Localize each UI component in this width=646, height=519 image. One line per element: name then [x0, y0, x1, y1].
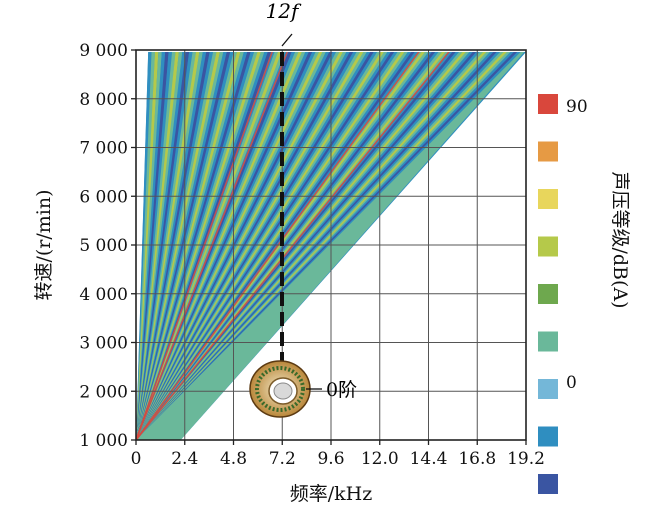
colorbar-max-label: 90 — [566, 97, 588, 117]
colorbar-swatch — [538, 189, 558, 209]
x-axis: 0 2.4 4.8 7.2 9.6 12.0 14.4 16.8 19.2 — [131, 440, 545, 469]
x-tick-label: 19.2 — [507, 449, 545, 469]
motor-icon — [249, 360, 311, 418]
x-tick-label: 16.8 — [458, 449, 496, 469]
order-line-12f: 12f — [266, 0, 302, 365]
y-tick-label: 7 000 — [79, 139, 128, 159]
colorbar-swatch — [538, 474, 558, 494]
y-tick-label: 1 000 — [79, 431, 128, 451]
x-tick-label: 4.8 — [220, 449, 247, 469]
colorbar-swatch — [538, 426, 558, 447]
y-tick-label: 9 000 — [79, 41, 128, 61]
y-tick-label: 4 000 — [79, 285, 128, 305]
y-tick-label: 3 000 — [79, 334, 128, 354]
y-tick-label: 8 000 — [79, 90, 128, 110]
x-tick-label: 9.6 — [317, 449, 344, 469]
x-tick-label: 14.4 — [410, 449, 448, 469]
y-axis-title: 转速/(r/min) — [33, 189, 55, 300]
colorbar-swatch — [538, 141, 558, 162]
colorbar-swatch — [538, 379, 558, 399]
y-tick-label: 5 000 — [79, 236, 128, 256]
x-tick-label: 7.2 — [269, 449, 296, 469]
mode-label: 0阶 — [326, 379, 357, 401]
y-tick-label: 2 000 — [79, 382, 128, 402]
colorbar-min-label: 0 — [566, 373, 577, 393]
y-tick-label: 6 000 — [79, 187, 128, 207]
colorbar-swatch — [538, 284, 558, 304]
x-tick-label: 2.4 — [171, 449, 198, 469]
x-tick-label: 0 — [131, 449, 142, 469]
order-leader — [281, 33, 293, 47]
x-tick-label: 12.0 — [361, 449, 399, 469]
x-axis-title: 频率/kHz — [290, 483, 373, 505]
colorbar-swatch — [538, 94, 558, 114]
colorbar-swatch — [538, 236, 558, 257]
colorbar — [538, 94, 558, 494]
y-axis: 1 000 2 000 3 000 4 000 5 000 6 000 7 000 8 000… — [79, 41, 136, 451]
order-label: 12f — [266, 0, 302, 23]
colorbar-swatch — [538, 331, 558, 352]
colorbar-title: 声压等级/dB(A) — [609, 171, 631, 308]
